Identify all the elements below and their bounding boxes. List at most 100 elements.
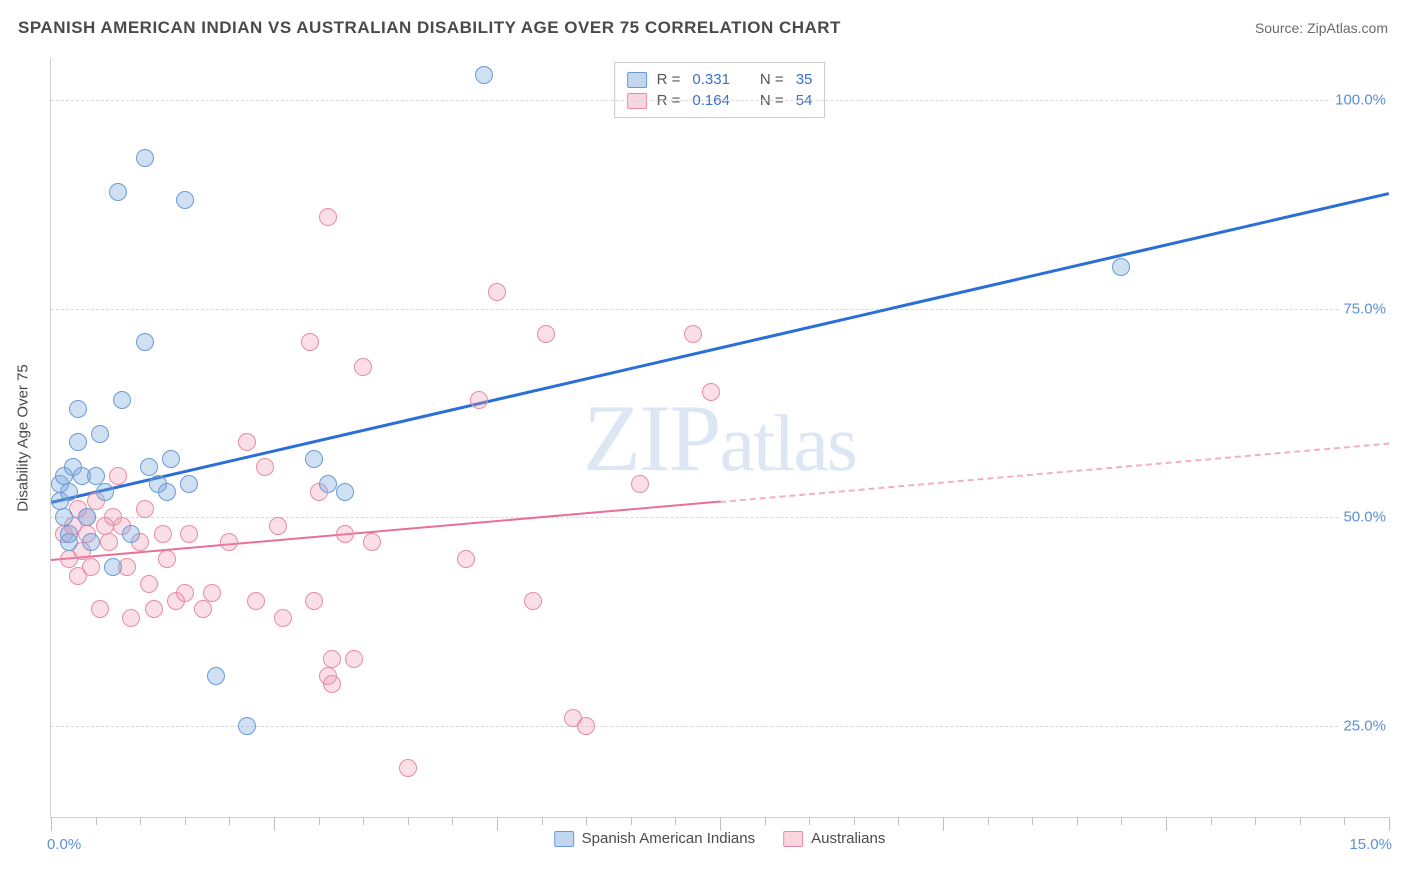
data-point	[113, 391, 131, 409]
r-value: 0.331	[692, 71, 730, 88]
x-tick	[1077, 817, 1078, 825]
x-tick	[854, 817, 855, 825]
x-tick	[452, 817, 453, 825]
data-point	[122, 525, 140, 543]
watermark: ZIPatlas	[583, 383, 856, 493]
x-tick	[675, 817, 676, 825]
x-tick	[1300, 817, 1301, 825]
x-tick	[497, 817, 498, 831]
data-point	[319, 475, 337, 493]
trend-line	[720, 442, 1389, 502]
data-point	[82, 558, 100, 576]
data-point	[256, 458, 274, 476]
data-point	[91, 600, 109, 618]
data-point	[269, 517, 287, 535]
n-value: 35	[796, 71, 813, 88]
x-min-label: 0.0%	[47, 836, 81, 853]
n-label: N =	[760, 71, 784, 88]
x-tick	[185, 817, 186, 825]
x-tick	[1255, 817, 1256, 825]
data-point	[145, 600, 163, 618]
swatch-blue-icon	[554, 831, 574, 847]
legend-stats-row: R = 0.331 N = 35	[627, 69, 813, 90]
gridline	[51, 100, 1388, 101]
data-point	[96, 483, 114, 501]
x-tick	[898, 817, 899, 825]
data-point	[109, 467, 127, 485]
data-point	[475, 66, 493, 84]
data-point	[136, 333, 154, 351]
data-point	[1112, 258, 1130, 276]
legend-label: Spanish American Indians	[582, 830, 755, 847]
data-point	[203, 584, 221, 602]
data-point	[91, 425, 109, 443]
data-point	[180, 475, 198, 493]
data-point	[78, 508, 96, 526]
x-tick	[1166, 817, 1167, 831]
x-tick	[408, 817, 409, 825]
y-axis-title: Disability Age Over 75	[15, 364, 32, 512]
data-point	[154, 525, 172, 543]
correlation-chart: Disability Age Over 75 ZIPatlas R = 0.33…	[50, 58, 1388, 818]
data-point	[238, 433, 256, 451]
data-point	[336, 525, 354, 543]
data-point	[60, 525, 78, 543]
legend-item: Spanish American Indians	[554, 830, 755, 847]
data-point	[363, 533, 381, 551]
y-tick-label: 25.0%	[1339, 718, 1390, 735]
data-point	[301, 333, 319, 351]
data-point	[238, 717, 256, 735]
data-point	[631, 475, 649, 493]
data-point	[158, 550, 176, 568]
x-tick	[51, 817, 52, 831]
x-tick	[720, 817, 721, 831]
data-point	[684, 325, 702, 343]
data-point	[305, 592, 323, 610]
x-tick	[542, 817, 543, 825]
data-point	[158, 483, 176, 501]
data-point	[354, 358, 372, 376]
data-point	[488, 283, 506, 301]
header-bar: SPANISH AMERICAN INDIAN VS AUSTRALIAN DI…	[18, 18, 1388, 38]
x-tick	[1211, 817, 1212, 825]
gridline	[51, 517, 1388, 518]
data-point	[176, 584, 194, 602]
chart-title: SPANISH AMERICAN INDIAN VS AUSTRALIAN DI…	[18, 18, 841, 38]
data-point	[537, 325, 555, 343]
x-tick	[809, 817, 810, 825]
r-label: R =	[657, 71, 681, 88]
data-point	[399, 759, 417, 777]
data-point	[109, 183, 127, 201]
legend-stats: R = 0.331 N = 35 R = 0.164 N = 54	[614, 62, 826, 118]
data-point	[323, 650, 341, 668]
data-point	[122, 609, 140, 627]
data-point	[524, 592, 542, 610]
trend-line	[51, 192, 1390, 504]
data-point	[319, 208, 337, 226]
data-point	[69, 433, 87, 451]
data-point	[220, 533, 238, 551]
x-tick	[988, 817, 989, 825]
data-point	[87, 467, 105, 485]
x-tick	[943, 817, 944, 831]
x-tick	[1389, 817, 1390, 831]
data-point	[247, 592, 265, 610]
x-tick	[229, 817, 230, 825]
data-point	[323, 675, 341, 693]
data-point	[55, 508, 73, 526]
x-tick	[1344, 817, 1345, 825]
data-point	[69, 400, 87, 418]
x-tick	[586, 817, 587, 825]
legend-label: Australians	[811, 830, 885, 847]
data-point	[305, 450, 323, 468]
x-tick	[96, 817, 97, 825]
data-point	[140, 458, 158, 476]
data-point	[274, 609, 292, 627]
y-tick-label: 75.0%	[1339, 300, 1390, 317]
legend-series: Spanish American Indians Australians	[554, 830, 886, 847]
x-tick	[1121, 817, 1122, 825]
data-point	[702, 383, 720, 401]
x-tick	[319, 817, 320, 825]
swatch-blue-icon	[627, 72, 647, 88]
data-point	[136, 500, 154, 518]
